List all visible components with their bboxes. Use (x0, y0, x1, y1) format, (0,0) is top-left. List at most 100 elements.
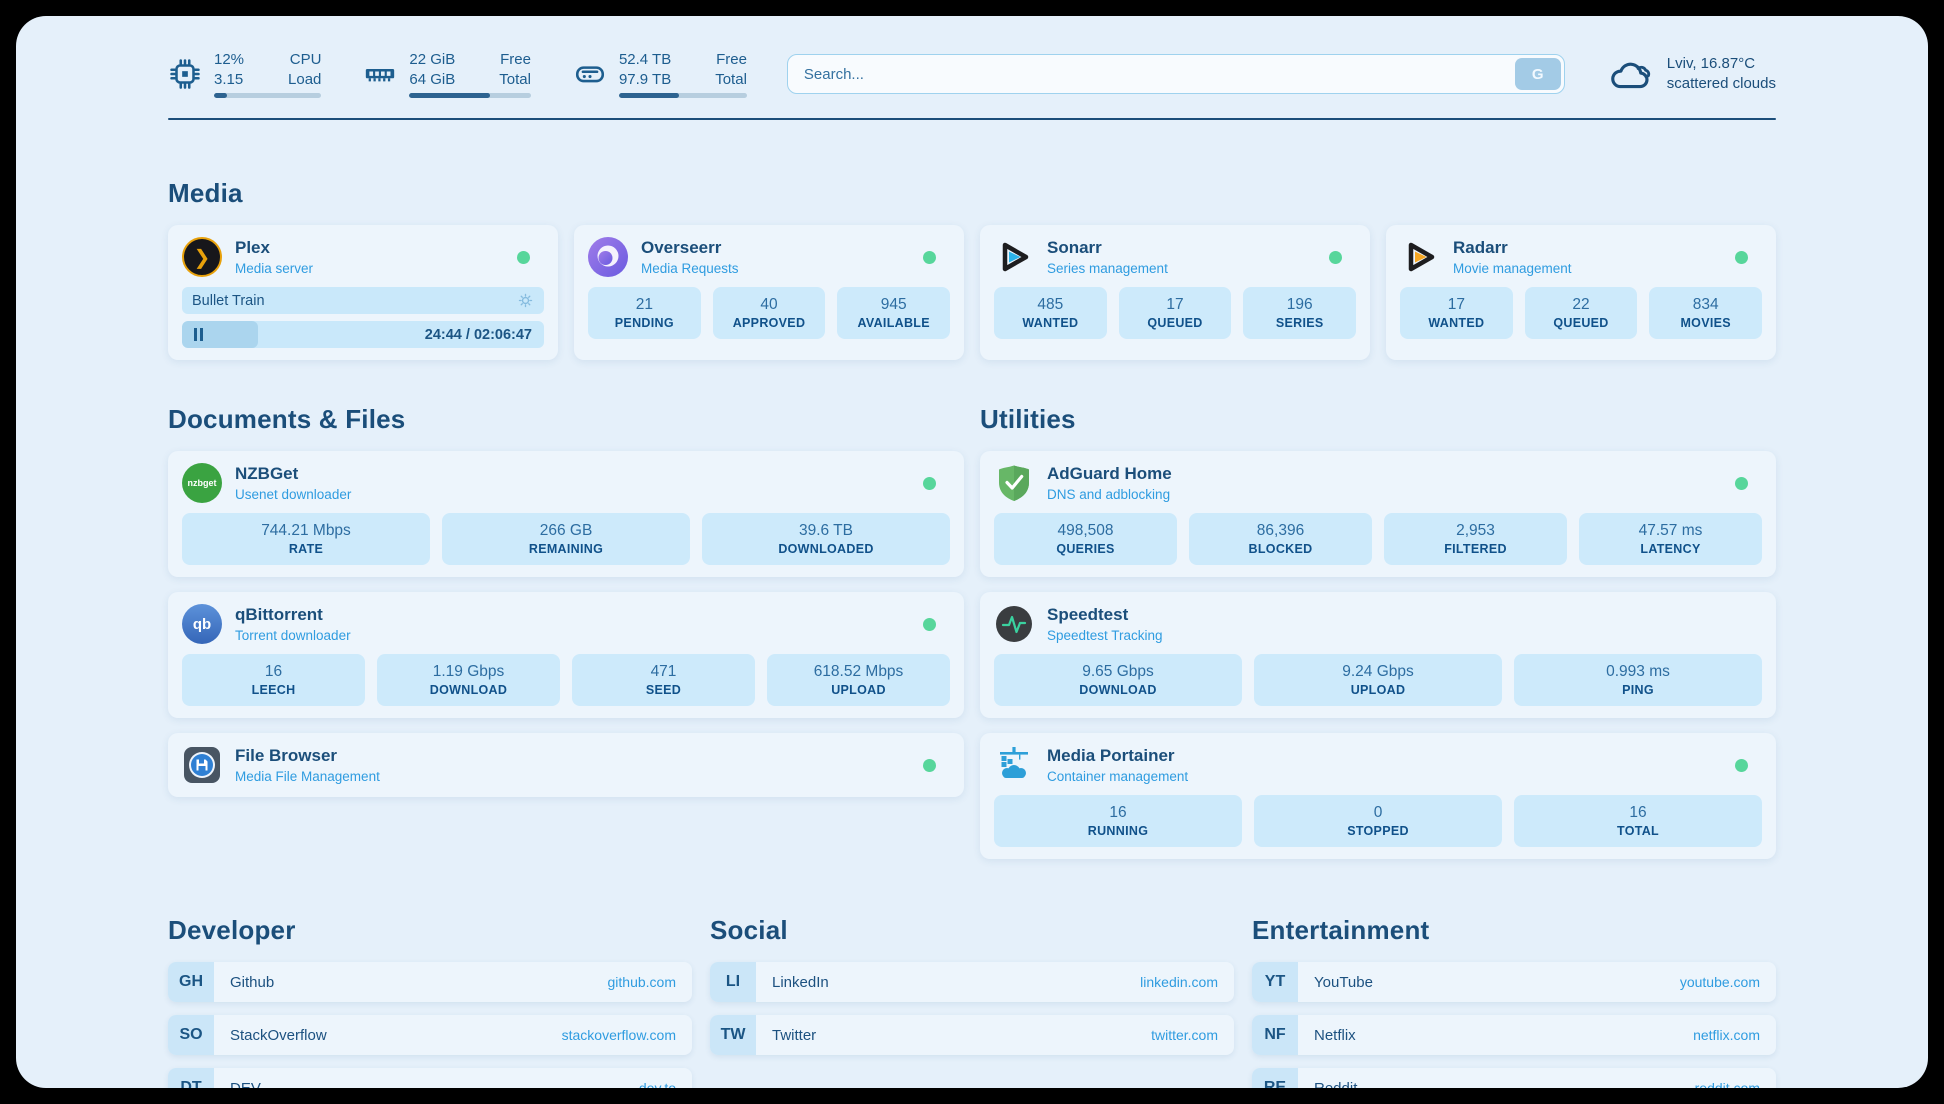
bookmark-twitter[interactable]: TW Twitter twitter.com (710, 1015, 1234, 1055)
stat-ping: 0.993 ms PING (1514, 654, 1762, 706)
storage-total-value: 97.9 TB (618, 70, 672, 88)
portainer-icon (1000, 747, 1028, 778)
bookmark-abbr: SO (168, 1015, 214, 1055)
app-name: NZBGet (235, 464, 299, 484)
stat-total: 16 TOTAL (1514, 795, 1762, 847)
card-portainer[interactable]: Media Portainer Container management 16 R… (980, 733, 1776, 859)
cpu-icon (170, 59, 200, 89)
card-overseerr[interactable]: Overseerr Media Requests 21 PENDING 40 APP… (574, 225, 964, 360)
memory-free-value: 22 GiB (409, 51, 456, 68)
card-plex[interactable]: ❯ Plex Media server Bullet Train (168, 225, 558, 360)
card-sonarr[interactable]: Sonarr Series management 485 WANTED 17 QUE… (980, 225, 1370, 360)
bookmark-url: youtube.com (1679, 974, 1760, 990)
bookmark-abbr: YT (1252, 962, 1298, 1002)
stat-upload: 618.52 Mbps UPLOAD (767, 654, 950, 706)
bookmark-url: stackoverflow.com (561, 1027, 676, 1043)
system-stats: 12% 3.15 CPU Load (168, 50, 747, 98)
qbittorrent-icon: qb (182, 604, 222, 644)
bookmark-netflix[interactable]: NF Netflix netflix.com (1252, 1015, 1776, 1055)
status-dot (923, 476, 936, 490)
bookmark-abbr: GH (168, 962, 214, 1002)
stat-running: 16 RUNNING (994, 795, 1242, 847)
search-input[interactable] (786, 54, 1565, 94)
stat-download: 9.65 Gbps DOWNLOAD (994, 654, 1242, 706)
app-name: AdGuard Home (1047, 464, 1172, 484)
cpu-load-value: 3.15 (214, 70, 244, 88)
stat-wanted: 485 WANTED (994, 287, 1107, 339)
top-bar: 12% 3.15 CPU Load (168, 50, 1776, 98)
bookmark-abbr: NF (1252, 1015, 1298, 1055)
storage-free-value: 52.4 TB (618, 51, 672, 68)
section-title-documents: Documents & Files (168, 404, 406, 434)
app-name: Media Portainer (1047, 746, 1175, 766)
cpu-progress-bar (214, 93, 322, 98)
memory-total-value: 64 GiB (409, 70, 456, 88)
memory-total-label: Total (499, 70, 531, 88)
pause-icon[interactable] (194, 328, 203, 341)
stat-queued: 17 QUEUED (1118, 287, 1232, 339)
stat-download: 1.19 Gbps DOWNLOAD (377, 654, 560, 706)
now-playing-title: Bullet Train (192, 292, 265, 309)
stat-queued: 22 QUEUED (1524, 287, 1638, 339)
app-name: Overseerr (641, 238, 722, 258)
stat-downloaded: 39.6 TB DOWNLOADED (702, 513, 950, 565)
radarr-icon (1408, 242, 1435, 272)
now-playing-row: Bullet Train (182, 287, 544, 314)
stat-leech: 16 LEECH (182, 654, 365, 706)
search-engine-button[interactable]: G (1514, 58, 1561, 90)
stat-pending: 21 PENDING (588, 287, 701, 339)
header-divider (168, 118, 1776, 120)
stat-wanted: 17 WANTED (1400, 287, 1513, 339)
section-title-social: Social (710, 915, 788, 945)
app-subtitle: Media File Management (235, 768, 380, 784)
bookmark-url: dev.to (638, 1080, 676, 1088)
stat-available: 945 AVAILABLE (837, 287, 951, 339)
playback-progress-bar: 24:44 / 02:06:47 (182, 321, 544, 348)
bookmark-abbr: RE (1252, 1068, 1298, 1088)
playback-time: 24:44 / 02:06:47 (424, 326, 532, 343)
stat-remaining: 266 GB REMAINING (442, 513, 690, 565)
stat-movies: 834 MOVIES (1649, 287, 1763, 339)
status-dot (923, 250, 936, 264)
bookmark-dev[interactable]: DT DEV dev.to (168, 1068, 692, 1088)
app-name: Radarr (1453, 238, 1508, 258)
card-speedtest[interactable]: Speedtest Speedtest Tracking 9.65 Gbps DO… (980, 592, 1776, 718)
media-settings-icon[interactable] (517, 292, 534, 309)
memory-stat-widget: 22 GiB 64 GiB Free Total (363, 50, 531, 98)
load-label: Load (288, 70, 322, 88)
dashboard-page: 12% 3.15 CPU Load (16, 16, 1928, 1088)
weather-summary: Lviv, 16.87°C (1666, 54, 1756, 72)
memory-free-label: Free (500, 51, 531, 68)
stat-filtered: 2,953 FILTERED (1384, 513, 1567, 565)
bookmark-stackoverflow[interactable]: SO StackOverflow stackoverflow.com (168, 1015, 692, 1055)
app-subtitle: Media server (235, 260, 314, 276)
status-dot (923, 617, 936, 631)
card-radarr[interactable]: Radarr Movie management 17 WANTED 22 QUEUE… (1386, 225, 1776, 360)
bookmark-github[interactable]: GH Github github.com (168, 962, 692, 1002)
stat-approved: 40 APPROVED (712, 287, 826, 339)
card-qbittorrent[interactable]: qb qBittorrent Torrent downloader 16 LEEC… (168, 592, 964, 718)
nzbget-icon: nzbget (182, 463, 222, 503)
stat-seed: 471 SEED (572, 654, 755, 706)
app-subtitle: Speedtest Tracking (1047, 627, 1163, 643)
card-filebrowser[interactable]: File Browser Media File Management (168, 733, 964, 797)
bookmark-reddit[interactable]: RE Reddit reddit.com (1252, 1068, 1776, 1088)
app-name: File Browser (235, 746, 338, 766)
app-subtitle: Torrent downloader (235, 627, 351, 643)
app-subtitle: Usenet downloader (235, 486, 352, 502)
bookmark-abbr: LI (710, 962, 756, 1002)
section-title-developer: Developer (168, 915, 296, 945)
card-nzbget[interactable]: nzbget NZBGet Usenet downloader 744.21 M… (168, 451, 964, 577)
adguard-icon (999, 465, 1029, 501)
cloud-icon (1610, 62, 1650, 89)
stat-blocked: 86,396 BLOCKED (1189, 513, 1372, 565)
card-adguard[interactable]: AdGuard Home DNS and adblocking 498,508 Q… (980, 451, 1776, 577)
weather-widget: Lviv, 16.87°C scattered clouds (1609, 54, 1776, 95)
bookmark-youtube[interactable]: YT YouTube youtube.com (1252, 962, 1776, 1002)
storage-free-label: Free (716, 51, 747, 68)
section-title-utilities: Utilities (980, 404, 1076, 434)
bookmark-linkedin[interactable]: LI LinkedIn linkedin.com (710, 962, 1234, 1002)
app-subtitle: DNS and adblocking (1047, 486, 1171, 502)
app-subtitle: Container management (1047, 768, 1189, 784)
status-dot (1735, 250, 1748, 264)
